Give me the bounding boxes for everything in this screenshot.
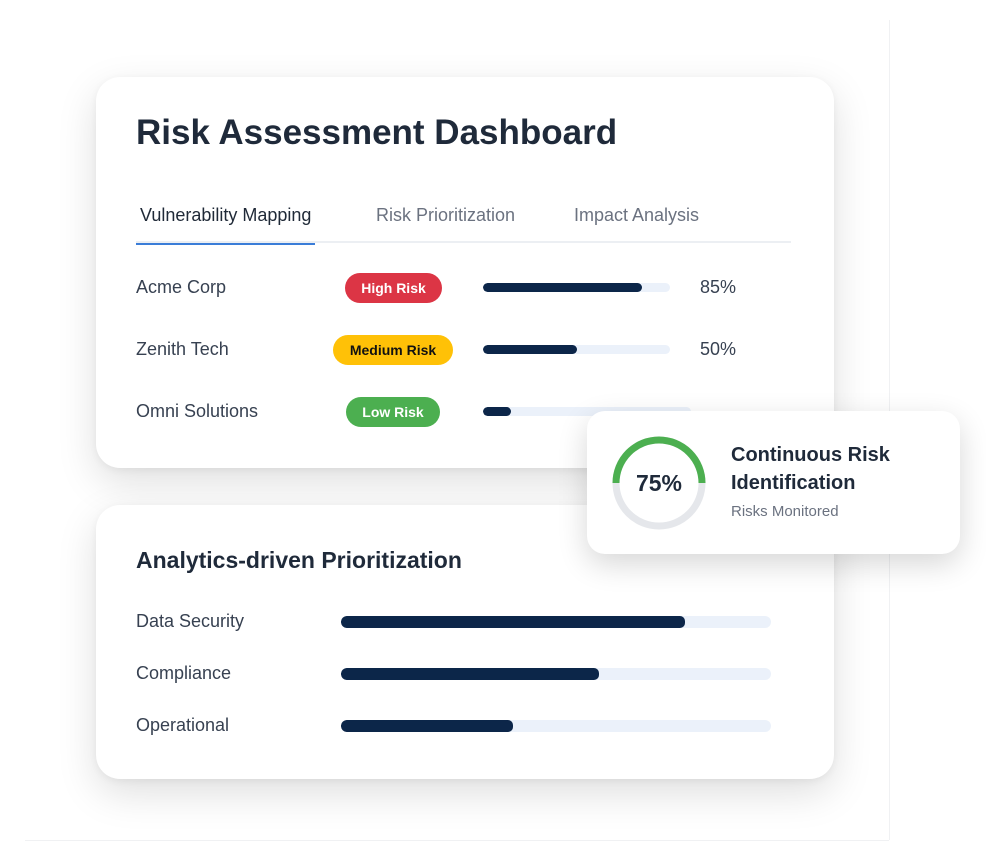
- progress-fill: [341, 668, 599, 680]
- tab-risk-prioritization[interactable]: Risk Prioritization: [376, 205, 516, 225]
- risk-assessment-card: Risk Assessment Dashboard Vulnerability …: [96, 77, 834, 468]
- section-title: Analytics-driven Prioritization: [136, 547, 462, 573]
- progress-bar: [483, 407, 691, 416]
- company-row: Zenith Tech Medium Risk 50%: [136, 335, 796, 365]
- monitor-title-line: Identification: [731, 472, 856, 494]
- risk-badge: Medium Risk: [333, 335, 453, 365]
- company-name: Omni Solutions: [136, 401, 259, 421]
- ring-fill: [612, 436, 706, 484]
- company-row: Acme Corp High Risk 85%: [136, 273, 796, 303]
- company-row: Omni Solutions Low Risk: [136, 397, 796, 427]
- analytics-row: Compliance: [136, 663, 776, 687]
- analytics-row: Operational: [136, 715, 776, 739]
- progress-fill: [341, 720, 513, 732]
- progress-bar: [483, 345, 670, 354]
- progress-bar: [341, 720, 771, 732]
- analytics-card: Analytics-driven Prioritization Data Sec…: [96, 505, 834, 779]
- monitor-subtitle: Risks Monitored: [731, 503, 839, 520]
- page-title: Risk Assessment Dashboard: [136, 113, 618, 152]
- progress-bar: [483, 283, 670, 292]
- risk-badge: High Risk: [345, 273, 442, 303]
- progress-percent: 85%: [700, 277, 737, 297]
- category-name: Operational: [136, 715, 230, 735]
- monitoring-card: 75% Continuous Risk Identification Risks…: [587, 411, 960, 554]
- company-name: Acme Corp: [136, 277, 227, 297]
- progress-fill: [483, 283, 642, 292]
- progress-bar: [341, 668, 771, 680]
- analytics-row: Data Security: [136, 611, 776, 635]
- company-name: Zenith Tech: [136, 339, 229, 359]
- tab-bar: Vulnerability Mapping Risk Prioritizatio…: [136, 195, 791, 245]
- progress-bar: [341, 616, 771, 628]
- progress-fill: [483, 345, 577, 354]
- monitor-title: Continuous Risk Identification: [731, 441, 890, 497]
- risk-badge: Low Risk: [346, 397, 440, 427]
- tab-vulnerability-mapping[interactable]: Vulnerability Mapping: [136, 205, 316, 245]
- progress-ring: [612, 436, 706, 530]
- tab-impact-analysis[interactable]: Impact Analysis: [574, 205, 700, 225]
- category-name: Compliance: [136, 663, 232, 683]
- monitor-title-line: Continuous Risk: [731, 444, 890, 466]
- progress-fill: [341, 616, 685, 628]
- divider: [25, 840, 889, 841]
- category-name: Data Security: [136, 611, 245, 631]
- progress-percent: 50%: [700, 339, 737, 359]
- ring-value: 75%: [635, 469, 683, 496]
- progress-fill: [483, 407, 512, 416]
